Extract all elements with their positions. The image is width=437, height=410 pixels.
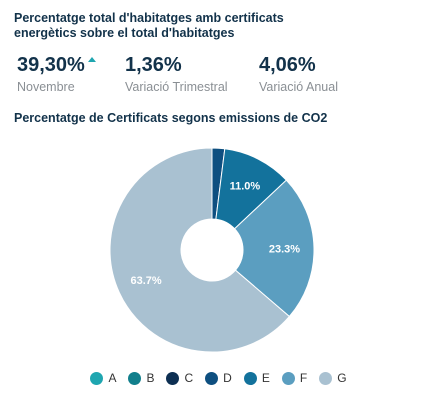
stat-annual: 4,06% Variació Anual — [259, 53, 338, 94]
legend-marker-C — [166, 371, 180, 385]
slice-F[interactable] — [233, 179, 315, 318]
legend-item-G[interactable]: G — [319, 371, 347, 385]
stat-annual-label: Variació Anual — [259, 80, 338, 94]
data-label-G: 63.7% — [131, 275, 162, 287]
legend-item-D[interactable]: D — [205, 371, 232, 385]
trend-up-icon — [87, 57, 96, 63]
legend-label-A: A — [108, 371, 117, 385]
stat-quarterly-value: 1,36% — [125, 54, 182, 76]
legend-item-F[interactable]: F — [281, 371, 308, 385]
stat-current-value: 39,30% — [17, 54, 85, 76]
legend-item-A[interactable]: A — [90, 371, 116, 385]
data-label-E: 11.0% — [230, 180, 261, 192]
data-label-F: 23.3% — [269, 243, 300, 255]
legend-marker-B — [128, 371, 142, 385]
legend-marker-G — [319, 371, 333, 385]
stat-current: 39,30% Novembre — [17, 53, 96, 94]
legend-label-C: C — [184, 371, 194, 385]
chart-title: Percentatge de Certificats segons emissi… — [14, 111, 328, 125]
legend-marker-E — [243, 371, 257, 385]
donut-chart: 11.0% 23.3% 63.7% — [109, 147, 315, 353]
legend-item-C[interactable]: C — [166, 371, 193, 385]
chart-legend: A B C D E F G — [0, 371, 437, 385]
slice-G[interactable] — [109, 147, 291, 353]
kpi-title: Percentatge total d'habitatges amb certi… — [14, 11, 284, 40]
legend-label-B: B — [146, 371, 155, 385]
stat-current-label: Novembre — [17, 80, 75, 94]
legend-label-D: D — [223, 371, 232, 385]
legend-label-G: G — [337, 371, 347, 385]
stat-quarterly-label: Variació Trimestral — [125, 80, 228, 94]
stat-annual-value: 4,06% — [259, 54, 316, 76]
legend-label-E: E — [261, 371, 270, 385]
legend-marker-A — [90, 371, 104, 385]
legend-label-F: F — [299, 371, 308, 385]
legend-item-B[interactable]: B — [128, 371, 154, 385]
legend-marker-F — [281, 371, 295, 385]
legend-marker-D — [205, 371, 219, 385]
legend-item-E[interactable]: E — [243, 371, 270, 385]
stat-quarterly: 1,36% Variació Trimestral — [125, 53, 228, 94]
